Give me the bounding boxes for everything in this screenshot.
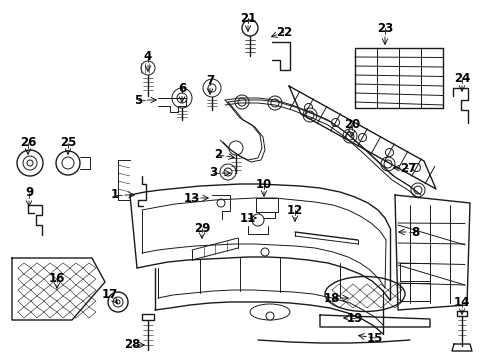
Text: 10: 10	[255, 177, 271, 190]
Bar	[399, 263, 429, 281]
Bar	[259, 212, 274, 218]
Circle shape	[113, 297, 123, 307]
Text: 24: 24	[453, 72, 469, 85]
Text: 5: 5	[134, 94, 142, 107]
Text: 23: 23	[376, 22, 392, 35]
Bar	[399, 283, 429, 301]
Text: 8: 8	[410, 225, 418, 238]
Circle shape	[305, 111, 313, 119]
Circle shape	[217, 199, 224, 207]
Circle shape	[108, 292, 128, 312]
Circle shape	[251, 214, 264, 226]
Text: 3: 3	[208, 166, 217, 180]
Circle shape	[267, 96, 282, 110]
Text: 27: 27	[399, 162, 415, 175]
Circle shape	[385, 148, 393, 157]
Circle shape	[224, 168, 231, 176]
Text: 14: 14	[453, 296, 469, 309]
Circle shape	[346, 132, 353, 140]
Text: 16: 16	[49, 271, 65, 284]
Text: 11: 11	[240, 211, 256, 225]
Text: 9: 9	[25, 186, 33, 199]
Circle shape	[235, 95, 248, 109]
Text: 29: 29	[193, 221, 210, 234]
Text: 7: 7	[205, 73, 214, 86]
Circle shape	[331, 118, 339, 126]
Text: 13: 13	[183, 192, 200, 204]
Circle shape	[270, 99, 279, 107]
Text: 2: 2	[214, 148, 222, 162]
Circle shape	[304, 104, 312, 112]
Circle shape	[203, 79, 221, 97]
Text: 20: 20	[343, 118, 359, 131]
Circle shape	[342, 129, 356, 143]
Circle shape	[261, 248, 268, 256]
Circle shape	[27, 160, 33, 166]
Circle shape	[172, 88, 192, 108]
Circle shape	[412, 163, 420, 171]
Text: 15: 15	[366, 332, 383, 345]
Circle shape	[238, 98, 245, 106]
Circle shape	[62, 157, 74, 169]
Text: 6: 6	[178, 81, 186, 94]
Circle shape	[23, 156, 37, 170]
Circle shape	[410, 183, 424, 197]
Text: 25: 25	[60, 136, 76, 149]
Circle shape	[358, 134, 366, 141]
Circle shape	[141, 61, 155, 75]
Circle shape	[17, 150, 43, 176]
Circle shape	[220, 164, 236, 180]
Circle shape	[265, 312, 273, 320]
Text: 22: 22	[275, 26, 291, 39]
Circle shape	[413, 186, 421, 194]
Text: 4: 4	[143, 50, 152, 63]
Circle shape	[177, 93, 186, 103]
Text: 12: 12	[286, 203, 303, 216]
Circle shape	[303, 108, 316, 122]
Text: 26: 26	[20, 136, 36, 149]
Circle shape	[56, 151, 80, 175]
Bar	[256, 198, 278, 212]
Text: 21: 21	[240, 12, 256, 24]
Circle shape	[116, 300, 120, 304]
Circle shape	[380, 157, 394, 171]
Circle shape	[207, 84, 216, 92]
Circle shape	[242, 20, 258, 36]
Circle shape	[383, 160, 391, 168]
Text: 1: 1	[111, 189, 119, 202]
Text: 19: 19	[346, 311, 363, 324]
Text: 17: 17	[102, 288, 118, 302]
Text: 28: 28	[123, 338, 140, 351]
Text: 18: 18	[323, 292, 340, 305]
Circle shape	[228, 141, 243, 155]
